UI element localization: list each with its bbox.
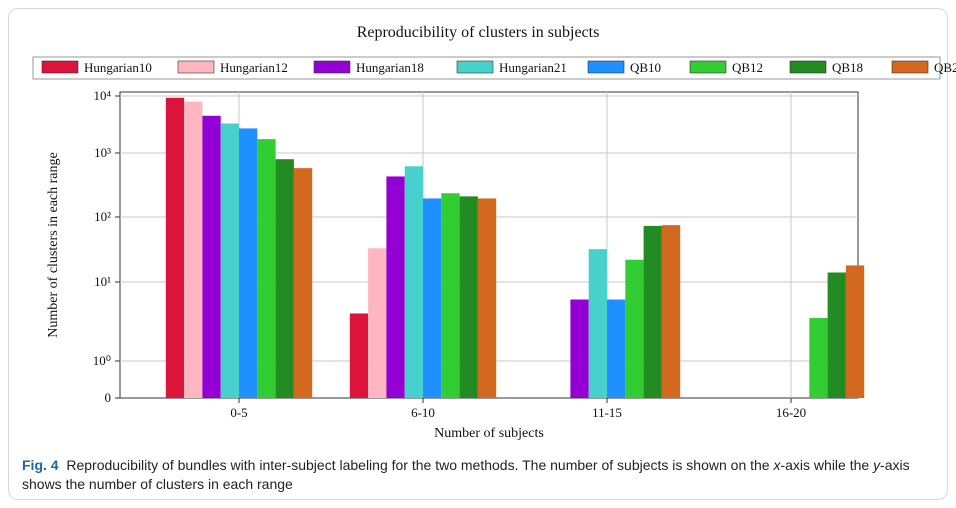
x-tick-label: 11-15 [592,405,622,420]
bar [220,123,239,398]
bar [257,139,276,398]
figure-frame [8,8,948,500]
legend-label: QB10 [630,60,661,75]
bar [349,313,369,398]
legend-label: QB21 [934,60,956,75]
y-axis-label: Number of clusters in each range [46,152,61,337]
bar [184,101,203,399]
legend-swatch [41,60,79,74]
legend-swatch [177,60,215,74]
bar [165,97,185,398]
legend-swatch [587,60,625,74]
figure-caption: Fig. 4 Reproducibility of bundles with i… [22,456,942,494]
y-tick-label: 0 [105,390,112,405]
bar [661,225,681,398]
caption-text-3: -axis shows the number of clusters in ea… [22,457,910,492]
legend-label: Hungarian21 [499,60,567,75]
caption-y-italic: y [873,457,881,473]
bar [588,249,607,398]
bar [809,318,828,398]
y-tick-label: 10³ [94,145,111,160]
legend-swatch [313,60,351,74]
y-tick-label: 10⁰ [93,353,111,368]
legend-label: QB12 [732,60,763,75]
bar [459,196,478,398]
x-tick-label: 0-5 [230,405,247,420]
bar [625,259,644,398]
legend-swatch [891,60,929,74]
bar [202,115,221,399]
bar [239,128,258,398]
bar [845,265,865,398]
bar [275,159,294,398]
bar [386,176,405,398]
x-tick-label: 6-10 [411,405,435,420]
bar [404,166,423,398]
bar [643,225,662,398]
bar [827,272,846,398]
y-tick-label: 10² [94,209,111,224]
y-tick-label: 10¹ [94,274,111,289]
legend-label: Hungarian18 [356,60,424,75]
caption-x-italic: x [773,457,781,473]
bar [441,193,460,398]
legend-label: Hungarian12 [220,60,288,75]
legend-swatch [689,60,727,74]
bar [607,299,626,398]
y-tick-label: 10⁴ [93,88,111,103]
caption-text-1: Reproducibility of bundles with inter-su… [66,457,774,473]
bar-chart: Hungarian10 Hungarian12 Hungarian18 Hungari… [32,56,956,441]
x-tick-label: 16-20 [776,405,806,420]
x-axis-label: Number of subjects [434,426,544,441]
legend-label: QB18 [832,60,863,75]
caption-text-2: -axis while the [780,457,874,473]
bar [293,168,313,398]
legend-swatch [456,60,494,74]
figure-label: Fig. 4 [22,457,59,473]
chart-title: Reproducibility of clusters in subjects [356,24,600,41]
bar [368,248,387,398]
legend-swatch [789,60,827,74]
bar [570,299,589,398]
bar [423,198,442,398]
legend-label: Hungarian10 [84,60,152,75]
bar [477,198,497,398]
